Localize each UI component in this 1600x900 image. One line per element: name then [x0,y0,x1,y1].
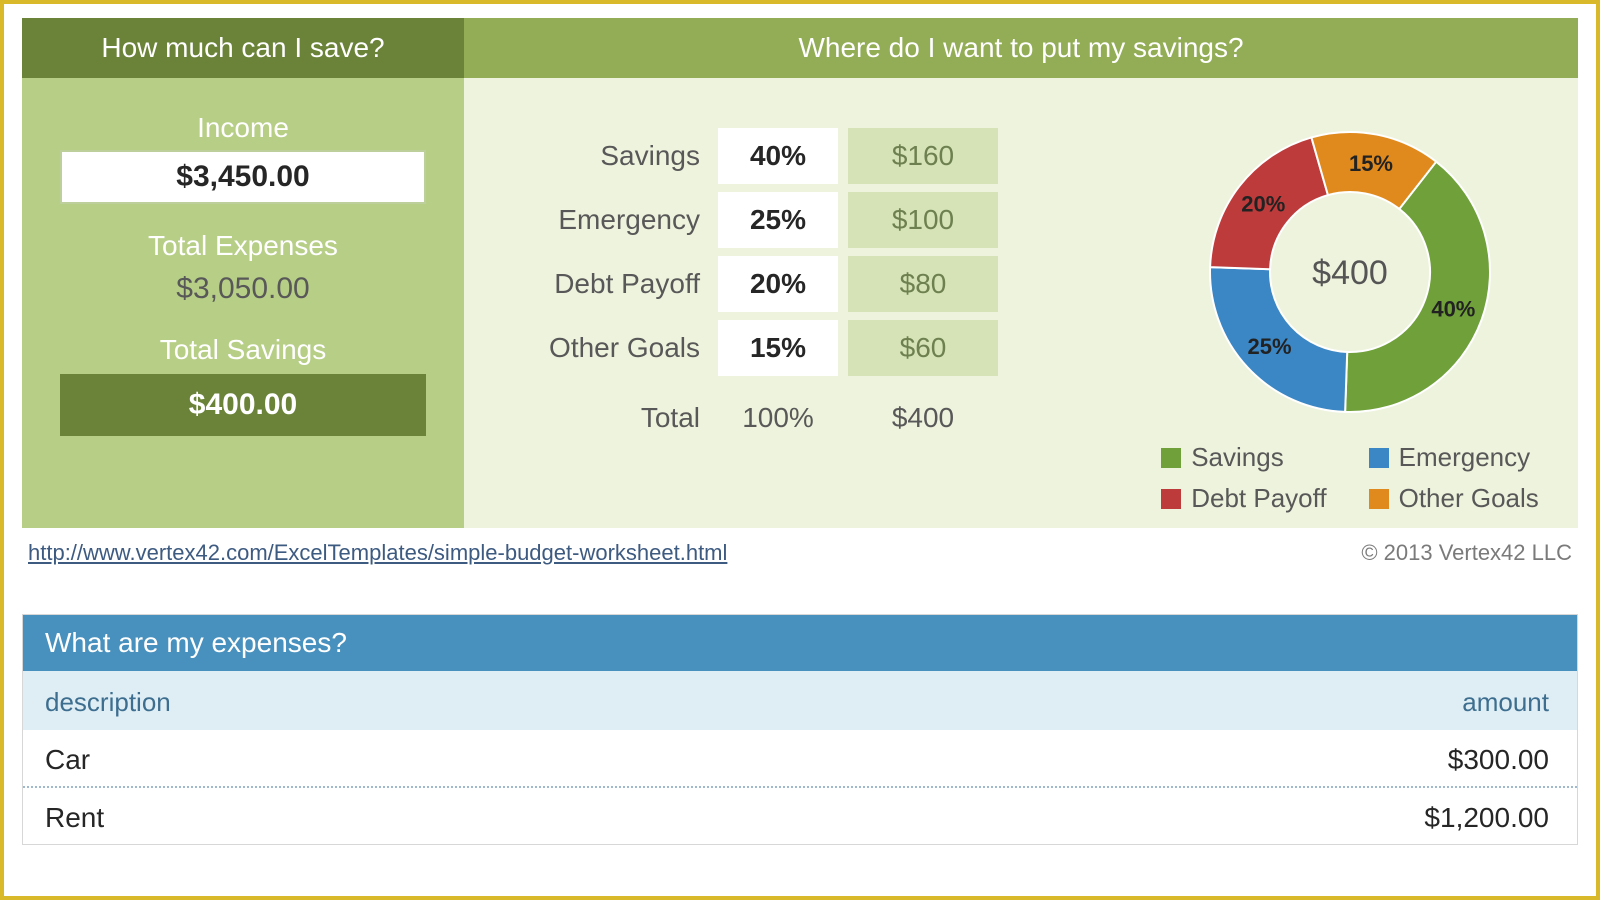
donut-slice-label: 25% [1248,334,1292,359]
col-description: description [45,687,171,718]
allocation-label: Savings [488,140,708,172]
allocation-total-amount: $400 [848,390,998,446]
allocation-row: Savings 40%$160 [488,128,1140,184]
allocation-total-label: Total [488,402,708,434]
allocation-amount: $160 [848,128,998,184]
allocation-pct-input[interactable]: 15% [718,320,838,376]
allocation-total-pct: 100% [718,390,838,446]
donut-center-label: $400 [1312,254,1388,292]
expenses-header: What are my expenses? [23,615,1577,671]
source-link[interactable]: http://www.vertex42.com/ExcelTemplates/s… [28,540,727,566]
donut-slice-label: 40% [1431,297,1475,322]
expense-row[interactable]: Rent $1,200.00 [23,786,1577,844]
expense-desc: Rent [45,802,104,834]
allocation-row: Other Goals 15%$60 [488,320,1140,376]
expense-amount: $1,200.00 [1424,802,1549,834]
chart-legend: Savings Emergency Debt Payoff Other Goals [1161,442,1539,514]
expenses-value: $3,050.00 [60,272,426,306]
legend-item: Emergency [1369,442,1539,473]
legend-item: Other Goals [1369,483,1539,514]
allocation-total-row: Total 100%$400 [488,390,1140,446]
footer-row: http://www.vertex42.com/ExcelTemplates/s… [22,528,1578,566]
allocation-amount: $60 [848,320,998,376]
legend-item: Savings [1161,442,1326,473]
allocation-label: Other Goals [488,332,708,364]
savings-label: Total Savings [60,334,426,366]
expenses-column-headers: description amount [23,671,1577,730]
allocation-panel: Savings40%$160Emergency25%$100Debt Payof… [464,78,1578,528]
allocation-pct-input[interactable]: 25% [718,192,838,248]
income-input[interactable]: $3,450.00 [60,150,426,204]
panel-header-save: How much can I save? [22,18,464,78]
top-panels: How much can I save? Where do I want to … [22,18,1578,528]
allocation-row: Debt Payoff 20%$80 [488,256,1140,312]
allocation-label: Debt Payoff [488,268,708,300]
expense-desc: Car [45,744,90,776]
legend-label: Savings [1191,442,1284,473]
allocation-pct-input[interactable]: 20% [718,256,838,312]
allocation-amount: $100 [848,192,998,248]
legend-swatch [1161,489,1181,509]
expenses-section: What are my expenses? description amount… [22,614,1578,845]
legend-label: Other Goals [1399,483,1539,514]
legend-label: Emergency [1399,442,1531,473]
allocation-pct-input[interactable]: 40% [718,128,838,184]
allocation-label: Emergency [488,204,708,236]
worksheet-frame: How much can I save? Where do I want to … [0,0,1600,900]
expense-amount: $300.00 [1448,744,1549,776]
savings-value: $400.00 [60,374,426,436]
col-amount: amount [1462,687,1549,718]
donut-slice-label: 15% [1349,151,1393,176]
income-label: Income [60,112,426,144]
expenses-rows: Car $300.00 Rent $1,200.00 [23,730,1577,844]
expense-row[interactable]: Car $300.00 [23,730,1577,786]
donut-chart: 40% 25% 20% 15% $400 [1158,114,1542,434]
copyright-text: © 2013 Vertex42 LLC [1361,540,1572,566]
legend-swatch [1369,489,1389,509]
donut-slice-label: 20% [1241,191,1285,216]
allocation-table: Savings 40%$160 Emergency 25%$100 Debt Payof… [488,114,1140,514]
allocation-amount: $80 [848,256,998,312]
donut-chart-wrap: 40% 25% 20% 15% $400 Savings Emergency Debt Pa… [1140,114,1560,514]
panel-header-allocate: Where do I want to put my savings? [464,18,1578,78]
expenses-label: Total Expenses [60,230,426,262]
legend-item: Debt Payoff [1161,483,1326,514]
legend-swatch [1369,448,1389,468]
legend-swatch [1161,448,1181,468]
allocation-row: Emergency 25%$100 [488,192,1140,248]
savings-summary-panel: Income $3,450.00 Total Expenses $3,050.0… [22,78,464,528]
legend-label: Debt Payoff [1191,483,1326,514]
